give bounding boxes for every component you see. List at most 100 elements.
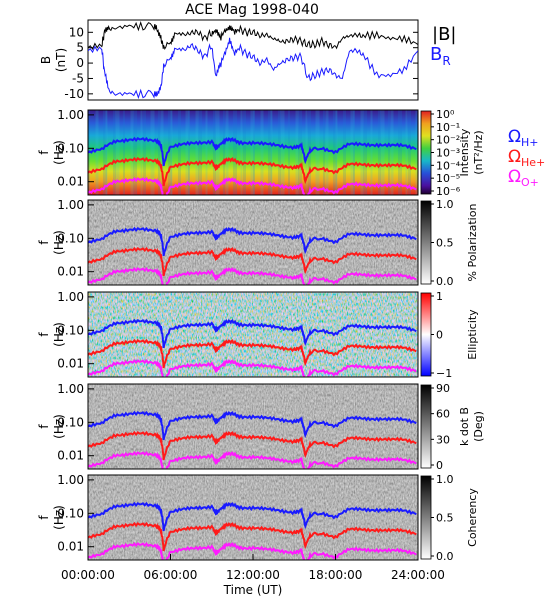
y-axis-label: f	[37, 515, 51, 520]
y-axis-label: f	[37, 240, 51, 245]
heatmap-streak	[388, 110, 390, 195]
legend-b-r-main: B	[430, 44, 442, 65]
heatmap-streak	[243, 110, 246, 195]
y-tick-label: 5	[76, 41, 84, 55]
legend-b-total: |B|	[432, 24, 456, 45]
panel-frame	[87, 383, 419, 470]
heatmap-streak	[123, 110, 125, 195]
x-tick-label: 00:00:00	[61, 568, 115, 582]
omega-he-line	[88, 338, 417, 369]
heatmap-streak	[223, 110, 225, 195]
y-tick-label: 0.10	[57, 141, 84, 155]
colorbar	[420, 384, 432, 469]
heatmap-streak	[168, 110, 172, 195]
y-axis-label: B	[39, 56, 53, 64]
colorbar-tick-label: 10⁻³	[436, 147, 460, 160]
colorbar-label: Coherency	[466, 488, 479, 547]
heatmap-streak	[353, 110, 355, 195]
y-tick-label: 1.00	[57, 198, 84, 212]
heatmap-streak	[233, 110, 237, 195]
heatmap-streak	[240, 110, 243, 195]
heatmap-streak	[188, 110, 190, 195]
heatmap-streak	[198, 110, 202, 195]
x-tick-label: 24:00:00	[391, 568, 445, 582]
heatmap-streak	[195, 110, 199, 195]
legend-b-r-sub: R	[442, 54, 450, 68]
chart-title: ACE Mag 1998-040	[185, 2, 319, 18]
colorbar-tick-label: 0.5	[436, 512, 454, 525]
panel-polarization: 1.00 0.10 0.01 f (Hz) 1.0 0.5 0.0 % Polarization	[37, 198, 479, 288]
heatmap-streak	[150, 110, 155, 195]
omega-o-line	[88, 267, 417, 285]
colorbar	[420, 475, 432, 560]
heatmap-streak	[288, 110, 290, 195]
omega-he-line	[88, 156, 417, 187]
panel-frame	[87, 19, 419, 101]
omega-h-line	[88, 318, 417, 349]
heatmap-streak	[140, 110, 143, 195]
y-tick-label: 1.00	[57, 108, 84, 122]
colorbar-tick-label: 10⁻⁶	[436, 185, 461, 198]
y-tick-label: 0.01	[57, 357, 84, 371]
omega-he-line	[88, 246, 417, 277]
colorbar-tick-label: 1.0	[436, 473, 454, 486]
legend-omega-o-sub: O+	[521, 176, 539, 189]
heatmap-streak	[278, 110, 281, 195]
omega-o-line	[88, 177, 417, 195]
y-tick-label: 1.00	[57, 290, 84, 304]
heatmap-streak	[105, 110, 108, 195]
heatmap-streak	[305, 110, 308, 195]
colorbar-label: Intensity	[458, 128, 471, 176]
heatmap-streak	[170, 110, 173, 195]
heatmap-streak	[408, 110, 411, 195]
omega-o-line	[88, 542, 417, 560]
y-axis-unit: (Hz)	[52, 140, 66, 165]
colorbar-tick-label: 10⁰	[436, 108, 455, 121]
x-axis: 00:00:00 06:00:00 12:00:00 18:00:00 24:00:00	[61, 554, 445, 582]
series-line-b-r	[88, 37, 418, 100]
heatmap-streak	[225, 110, 229, 195]
heatmap-streak	[280, 110, 285, 195]
heatmap-streak	[178, 110, 181, 195]
y-tick-label: 0.01	[57, 540, 84, 554]
colorbar-tick-label: 0	[436, 329, 443, 342]
heatmap-streak	[378, 110, 381, 195]
y-tick-label: 0.01	[57, 265, 84, 279]
y-tick-label: 0.10	[57, 506, 84, 520]
heatmap-streak	[390, 110, 394, 195]
y-axis-label: f	[37, 424, 51, 429]
y-tick-label: 0.01	[57, 175, 84, 189]
heatmap-streak	[323, 110, 325, 195]
y-tick-label: 0.01	[57, 449, 84, 463]
y-tick-label: 0	[76, 56, 84, 70]
heatmap-streak	[213, 110, 216, 195]
colorbar-tick-label: 30	[436, 433, 450, 446]
panel-frame	[87, 199, 419, 286]
y-axis-unit: (Hz)	[52, 230, 66, 255]
heatmap-streak	[158, 110, 160, 195]
colorbar-tick-label: 0	[436, 459, 443, 472]
x-tick-label: 06:00:00	[144, 568, 198, 582]
y-ticks: 10 50-5 -10	[64, 25, 418, 101]
colorbar	[420, 110, 432, 195]
x-tick-label: 12:00:00	[226, 568, 280, 582]
spectral-panels: 1.000.100.01f (Hz)10⁰10⁻¹10⁻²10⁻³10⁻⁴10⁻⁵…	[37, 108, 485, 563]
y-axis-unit: (Hz)	[52, 505, 66, 530]
legend-omega-he-sub: He+	[521, 156, 545, 169]
heatmap-streak	[95, 110, 99, 195]
omega-he-line	[88, 430, 417, 461]
colorbar-tick-label: 10⁻⁴	[436, 159, 461, 172]
panel-coherency: 1.00 0.10 0.01 f (Hz) 1.0 0.5 0.0 Coherency	[37, 473, 479, 563]
heatmap-streak	[370, 110, 373, 195]
heatmap-streak	[215, 110, 220, 195]
heatmap-streak	[315, 110, 320, 195]
heatmap-streak	[268, 110, 272, 195]
colorbar	[420, 200, 432, 285]
y-tick-label: -10	[64, 87, 84, 101]
y-tick-label: 0.10	[57, 415, 84, 429]
x-tick-label: 18:00:00	[309, 568, 363, 582]
heatmap-streak	[253, 110, 255, 195]
colorbar-tick-label: −1	[436, 367, 452, 380]
